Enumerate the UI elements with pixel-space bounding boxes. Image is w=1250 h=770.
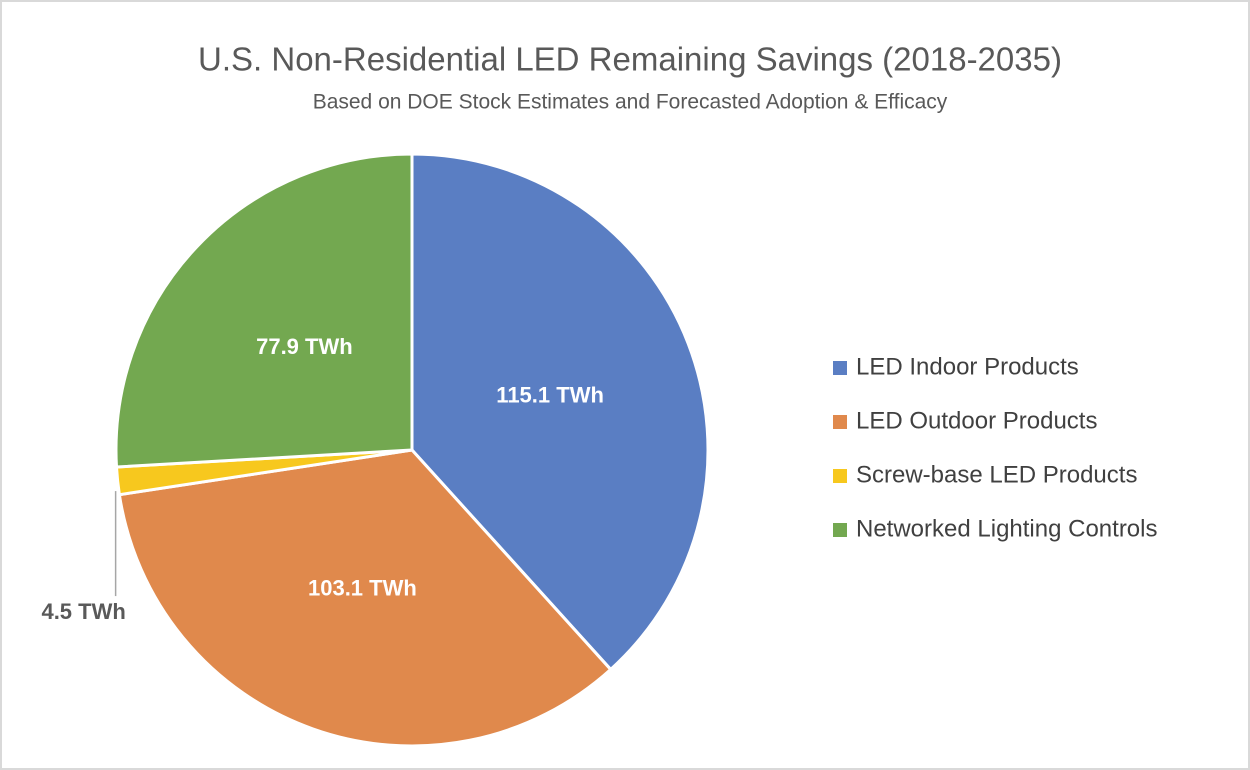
- legend-swatch: [833, 361, 847, 375]
- legend-label: Networked Lighting Controls: [856, 515, 1158, 542]
- chart-title: U.S. Non-Residential LED Remaining Savin…: [198, 41, 1062, 78]
- data-label: 115.1 TWh: [496, 383, 604, 408]
- legend-swatch: [833, 415, 847, 429]
- legend-label: LED Indoor Products: [856, 353, 1079, 380]
- data-label: 4.5 TWh: [41, 599, 125, 624]
- legend-swatch: [833, 523, 847, 537]
- legend-swatch: [833, 469, 847, 483]
- pie-slice: [117, 448, 613, 748]
- data-label: 77.9 TWh: [256, 334, 353, 359]
- chart-subtitle: Based on DOE Stock Estimates and Forecas…: [313, 91, 948, 114]
- data-label: 103.1 TWh: [308, 575, 417, 600]
- pie-slice: [410, 152, 710, 672]
- legend-label: LED Outdoor Products: [856, 407, 1097, 434]
- pie-slice: [114, 152, 414, 469]
- legend-label: Screw-base LED Products: [856, 461, 1137, 488]
